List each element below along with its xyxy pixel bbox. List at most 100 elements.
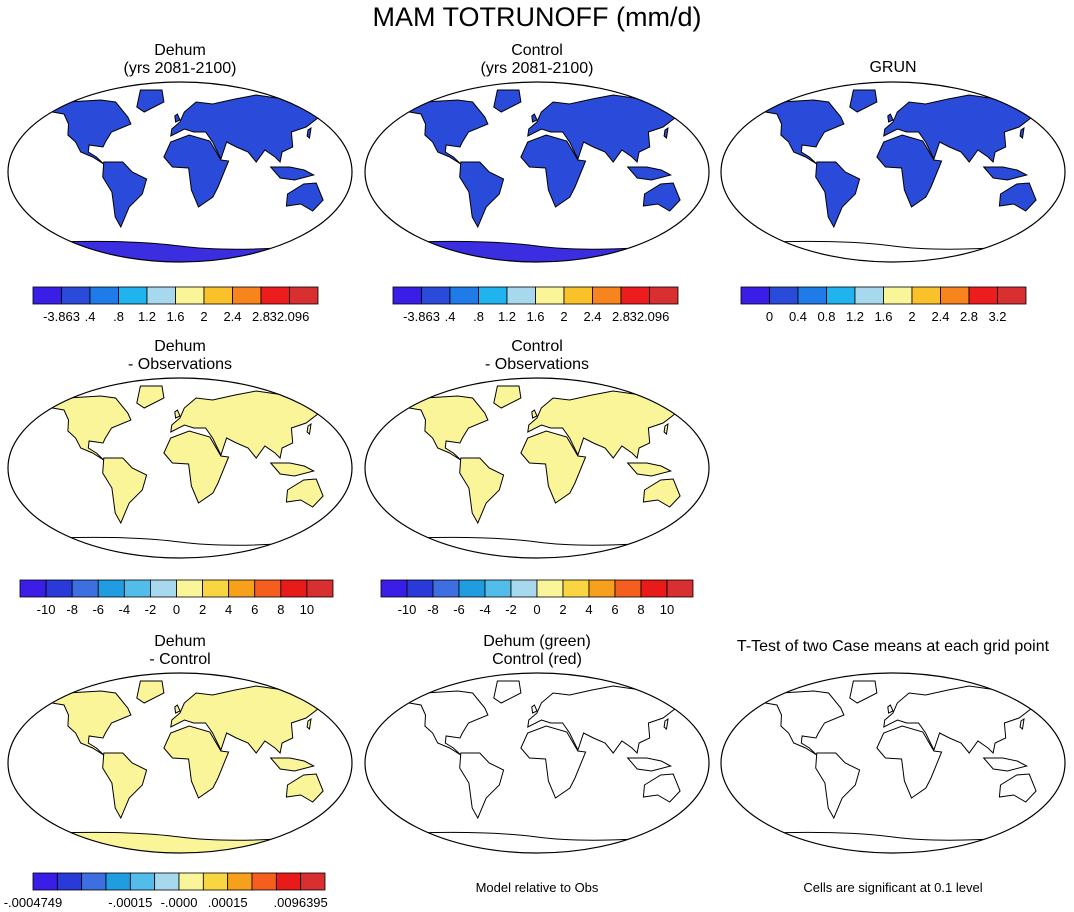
colorbar-label: 0	[173, 602, 180, 617]
continent	[815, 752, 861, 820]
continent	[38, 395, 132, 461]
colorbar-box	[154, 872, 180, 891]
continent	[527, 390, 683, 460]
colorbar-box	[740, 286, 770, 305]
antarctica	[721, 831, 1065, 853]
continent	[395, 690, 489, 756]
colorbar-label: -2	[145, 602, 157, 617]
colorbar-label: -4	[119, 602, 131, 617]
antarctica	[365, 240, 709, 262]
continent	[163, 134, 230, 208]
continent	[285, 773, 324, 803]
continent	[849, 89, 878, 113]
continent	[1019, 717, 1025, 730]
colorbar-box	[176, 579, 203, 598]
continent	[626, 757, 673, 772]
colorbar-box	[275, 872, 302, 891]
colorbar-box	[89, 286, 119, 305]
colorbar-label: 0.4	[789, 309, 807, 324]
continent	[531, 704, 538, 714]
colorbar-box	[203, 286, 233, 305]
colorbar-label: 1.2	[498, 309, 516, 324]
map-border	[7, 81, 353, 263]
colorbar-box	[510, 579, 538, 598]
continent	[642, 182, 681, 212]
colorbar-box	[614, 579, 642, 598]
colorbar-box	[854, 286, 884, 305]
continent	[1019, 126, 1025, 139]
continent	[136, 89, 165, 113]
panel-title: Dehum	[154, 338, 206, 355]
colorbar-label: 2.8	[252, 309, 270, 324]
continent	[982, 757, 1029, 772]
panel-title: Dehum	[154, 42, 206, 59]
panel-title: (yrs 2081-2100)	[124, 60, 237, 77]
panel-title: Dehum (green)	[483, 633, 591, 650]
colorbar-label: 0.8	[817, 309, 835, 324]
continent	[136, 385, 165, 409]
colorbar-box	[260, 286, 290, 305]
colorbar-label: 2	[199, 602, 206, 617]
colorbar-box	[71, 579, 99, 598]
continent	[170, 94, 326, 164]
colorbar-box	[826, 286, 856, 305]
colorbar-label: 2.4	[223, 309, 241, 324]
colorbar-box	[640, 579, 668, 598]
colorbar-label: .8	[113, 309, 124, 324]
colorbar-box	[32, 872, 58, 891]
colorbar-label: 1.6	[166, 309, 184, 324]
colorbar-label: .8	[473, 309, 484, 324]
continent	[751, 690, 845, 756]
panel-note: Model relative to Obs	[476, 880, 599, 895]
colorbar-label: -3.863	[403, 309, 440, 324]
colorbar-box	[562, 579, 590, 598]
colorbar-label: .0096395	[274, 895, 328, 907]
antarctica	[8, 240, 352, 262]
continent	[459, 457, 505, 525]
colorbar-box	[105, 872, 131, 891]
colorbar-label: 0	[766, 309, 773, 324]
continent	[876, 725, 943, 799]
colorbar-box	[380, 579, 408, 598]
continent	[163, 430, 230, 504]
panel-title: Control	[511, 42, 563, 59]
colorbar-box	[649, 286, 679, 305]
colorbar-box	[911, 286, 941, 305]
continent	[663, 717, 669, 730]
continent	[174, 704, 181, 714]
colorbar-box	[769, 286, 799, 305]
colorbar-label: 2	[560, 309, 567, 324]
map-border	[720, 672, 1066, 854]
colorbar-box	[797, 286, 827, 305]
antarctica	[365, 536, 709, 558]
continent	[883, 685, 1039, 755]
colorbar-label: -8	[66, 602, 78, 617]
colorbar-box	[232, 286, 262, 305]
map-border	[364, 377, 710, 559]
colorbar-box	[506, 286, 536, 305]
continent	[493, 385, 522, 409]
colorbar-label: 1.2	[138, 309, 156, 324]
antarctica	[8, 536, 352, 558]
panel-title: - Observations	[485, 356, 589, 373]
continent	[163, 725, 230, 799]
map-panel: T-Test of two Case means at each grid po…	[720, 638, 1066, 895]
continent	[306, 717, 312, 730]
colorbar-box	[118, 286, 148, 305]
panel-title: (yrs 2081-2100)	[481, 60, 594, 77]
colorbar-box	[251, 872, 277, 891]
continent	[531, 409, 538, 419]
colorbar-box	[432, 579, 460, 598]
continent	[520, 430, 587, 504]
colorbar-label: 10	[300, 602, 314, 617]
colorbar-label: -10	[398, 602, 417, 617]
map-land	[8, 385, 352, 558]
continent	[395, 395, 489, 461]
map-panel: Control- Observations -10 -8 -6 -4 -2 0 2 4 6 8 10	[364, 338, 710, 617]
continent	[493, 680, 522, 704]
colorbar-box	[97, 579, 125, 598]
continent	[174, 409, 181, 419]
colorbar-box	[175, 286, 205, 305]
colorbar-label: 2.4	[583, 309, 601, 324]
continent	[520, 134, 587, 208]
